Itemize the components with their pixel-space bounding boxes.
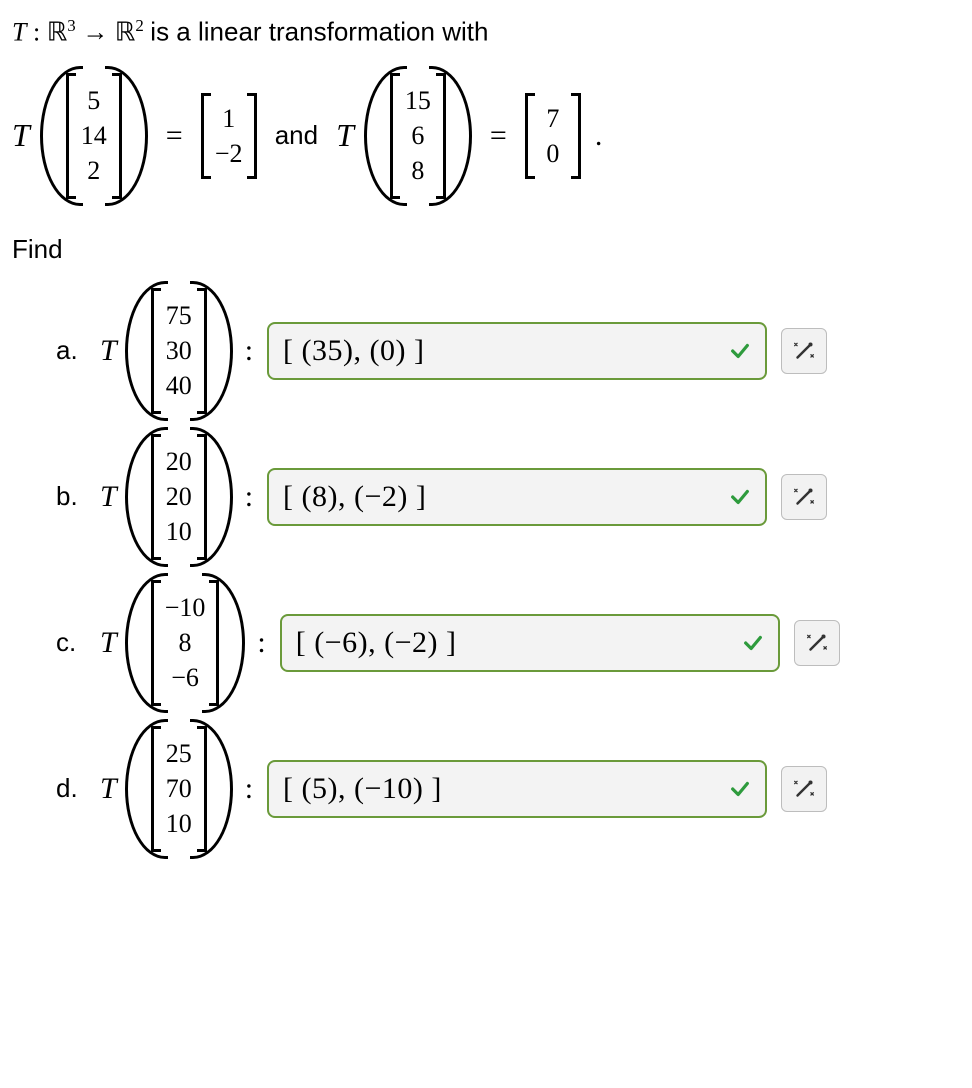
answer-vector-entry: 30: [165, 333, 193, 368]
r1-0: 1: [215, 101, 243, 136]
r1-1: −2: [215, 136, 243, 171]
T-symbol: T: [100, 772, 117, 806]
answer-row: b.T202010:[ (8), (−2) ]: [56, 427, 960, 567]
r2-1: 0: [539, 136, 567, 171]
answer-value: [ (5), (−10) ]: [283, 772, 442, 806]
colon: :: [33, 18, 47, 47]
equation-editor-button[interactable]: [781, 766, 827, 812]
colon: :: [245, 480, 253, 514]
exp-from: 3: [67, 16, 75, 35]
T-symbol: T: [12, 18, 26, 47]
wand-icon: [791, 484, 817, 510]
answer-vector-entry: −6: [165, 660, 206, 695]
T-1: T: [12, 117, 30, 154]
answer-row: d.T257010:[ (5), (−10) ]: [56, 719, 960, 859]
T-symbol: T: [100, 626, 117, 660]
check-icon: [729, 486, 751, 508]
vector-r1: 1 −2: [201, 93, 257, 179]
check-icon: [729, 340, 751, 362]
answer-vector-entry: 40: [165, 368, 193, 403]
answer-row: a.T753040:[ (35), (0) ]: [56, 281, 960, 421]
colon: :: [245, 772, 253, 806]
answer-value: [ (−6), (−2) ]: [296, 626, 457, 660]
answer-vector-entry: 8: [165, 625, 206, 660]
answer-vector-entry: 20: [165, 444, 193, 479]
colon: :: [245, 334, 253, 368]
answer-value: [ (8), (−2) ]: [283, 480, 426, 514]
equation-editor-button[interactable]: [794, 620, 840, 666]
r2-0: 7: [539, 101, 567, 136]
T-symbol: T: [100, 480, 117, 514]
answer-input[interactable]: [ (−6), (−2) ]: [280, 614, 780, 672]
answer-label: c.: [56, 627, 90, 658]
answer-label: d.: [56, 773, 90, 804]
answer-vector-entry: 10: [165, 806, 193, 841]
wand-icon: [791, 776, 817, 802]
answer-vector-entry: 75: [165, 298, 193, 333]
paren-answer-vector: 202010: [125, 427, 233, 567]
check-icon: [742, 632, 764, 654]
wand-icon: [791, 338, 817, 364]
equation-editor-button[interactable]: [781, 474, 827, 520]
colon: :: [257, 626, 265, 660]
check-icon: [729, 778, 751, 800]
and-text: and: [275, 120, 318, 151]
equals-2: =: [490, 119, 507, 153]
equals-1: =: [166, 119, 183, 153]
answer-vector-entry: 70: [165, 771, 193, 806]
answers-list: a.T753040:[ (35), (0) ]b.T202010:[ (8), …: [12, 281, 960, 859]
paren-v1: 5 14 2: [40, 66, 148, 206]
v1-0: 5: [80, 83, 108, 118]
answer-input[interactable]: [ (8), (−2) ]: [267, 468, 767, 526]
T-symbol: T: [100, 334, 117, 368]
T-2: T: [336, 117, 354, 154]
find-label: Find: [12, 234, 960, 265]
paren-answer-vector: 257010: [125, 719, 233, 859]
answer-input[interactable]: [ (5), (−10) ]: [267, 760, 767, 818]
answer-vector-entry: −10: [165, 590, 206, 625]
R-to: ℝ: [115, 18, 136, 47]
equation-editor-button[interactable]: [781, 328, 827, 374]
paren-v2: 15 6 8: [364, 66, 472, 206]
v2-2: 8: [404, 153, 432, 188]
answer-vector-entry: 20: [165, 479, 193, 514]
v2-0: 15: [404, 83, 432, 118]
answer-row: c.T−108−6:[ (−6), (−2) ]: [56, 573, 960, 713]
v1-2: 2: [80, 153, 108, 188]
paren-answer-vector: −108−6: [125, 573, 246, 713]
paren-answer-vector: 753040: [125, 281, 233, 421]
arrow: →: [82, 18, 108, 47]
answer-vector-entry: 10: [165, 514, 193, 549]
vector-r2: 7 0: [525, 93, 581, 179]
v2-1: 6: [404, 118, 432, 153]
intro-tail: is a linear transformation with: [150, 17, 488, 47]
period: .: [595, 119, 603, 153]
answer-vector-entry: 25: [165, 736, 193, 771]
answer-label: b.: [56, 481, 90, 512]
R-from: ℝ: [47, 18, 68, 47]
given-equations: T 5 14 2 = 1 −2 and T: [12, 66, 960, 206]
problem-statement: T : ℝ3 → ℝ2 is a linear transformation w…: [12, 16, 960, 48]
exp-to: 2: [135, 16, 143, 35]
answer-label: a.: [56, 335, 90, 366]
v1-1: 14: [80, 118, 108, 153]
answer-value: [ (35), (0) ]: [283, 334, 424, 368]
answer-input[interactable]: [ (35), (0) ]: [267, 322, 767, 380]
wand-icon: [804, 630, 830, 656]
